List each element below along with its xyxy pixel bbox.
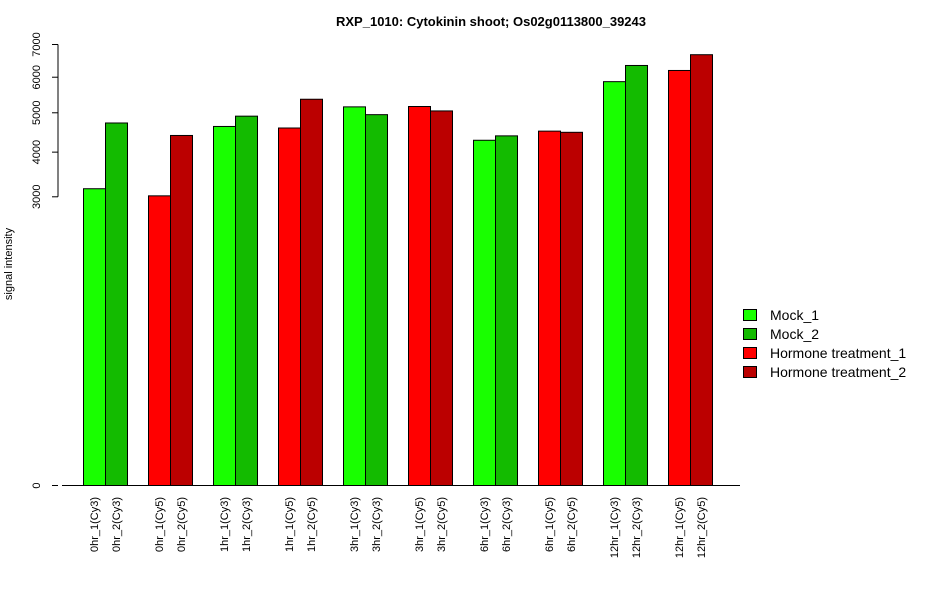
y-axis: 0 3000 4000 5000 6000 7000 xyxy=(31,32,59,489)
x-tick-label: 1hr_1(Cy5) xyxy=(284,497,296,552)
legend-label: Mock_1 xyxy=(770,307,819,323)
bar xyxy=(430,110,453,487)
legend-swatch xyxy=(743,309,757,321)
x-tick-label: 12hr_1(Cy5) xyxy=(674,497,686,558)
x-tick-label: 6hr_2(Cy5) xyxy=(566,497,578,552)
legend-swatch xyxy=(743,347,757,359)
y-tick-label: 7000 xyxy=(31,32,43,56)
x-tick-label: 0hr_2(Cy5) xyxy=(176,497,188,552)
legend-label: Hormone treatment_1 xyxy=(770,345,906,361)
bar xyxy=(625,64,648,486)
bar xyxy=(495,135,518,486)
legend-swatch xyxy=(743,328,757,340)
y-tick-label: 5000 xyxy=(31,101,43,125)
legend-label: Mock_2 xyxy=(770,326,819,342)
x-tick-label: 12hr_2(Cy3) xyxy=(631,497,643,558)
x-tick-label: 0hr_2(Cy3) xyxy=(111,497,123,552)
bars xyxy=(83,54,713,487)
x-tick-label: 3hr_2(Cy5) xyxy=(436,497,448,552)
bar xyxy=(83,188,106,487)
x-tick-label: 1hr_2(Cy3) xyxy=(241,497,253,552)
x-tick-label: 6hr_2(Cy3) xyxy=(501,497,513,552)
bar xyxy=(235,115,258,487)
x-tick-label: 3hr_1(Cy5) xyxy=(414,497,426,552)
x-tick-label: 0hr_1(Cy3) xyxy=(89,497,101,552)
x-tick-label: 6hr_1(Cy3) xyxy=(479,497,491,552)
bar xyxy=(538,130,561,486)
bar xyxy=(105,122,128,487)
x-tick-label: 6hr_1(Cy5) xyxy=(544,497,556,552)
legend: Mock_1 Mock_2 Hormone treatment_1 Hormone t… xyxy=(743,307,906,380)
bar xyxy=(668,69,691,487)
bar xyxy=(560,131,583,487)
legend-label: Hormone treatment_2 xyxy=(770,364,906,380)
bar xyxy=(473,139,496,486)
x-tick-label: 3hr_1(Cy3) xyxy=(349,497,361,552)
legend-swatch xyxy=(743,366,757,378)
bar xyxy=(603,81,626,486)
y-tick-label: 6000 xyxy=(31,65,43,89)
x-tick-label: 1hr_2(Cy5) xyxy=(306,497,318,552)
x-tick-label: 12hr_1(Cy3) xyxy=(609,497,621,558)
chart-title: RXP_1010: Cytokinin shoot; Os02g0113800_… xyxy=(336,14,646,29)
y-axis-label: signal intensity xyxy=(3,227,15,300)
x-tick-label: 0hr_1(Cy5) xyxy=(154,497,166,552)
bar xyxy=(408,106,431,486)
y-tick-label: 3000 xyxy=(31,185,43,209)
bar xyxy=(148,195,171,487)
bar xyxy=(170,134,193,486)
y-tick-label: 0 xyxy=(31,482,43,488)
x-tick-label: 12hr_2(Cy5) xyxy=(696,497,708,558)
bar xyxy=(343,106,366,487)
bar xyxy=(300,98,323,487)
bar xyxy=(278,127,301,486)
x-tick-label: 1hr_1(Cy3) xyxy=(219,497,231,552)
x-tick-label: 3hr_2(Cy3) xyxy=(371,497,383,552)
bar xyxy=(213,125,236,487)
y-tick-label: 4000 xyxy=(31,140,43,164)
bar xyxy=(365,114,388,487)
bar xyxy=(690,54,713,487)
x-axis-tick-labels: 0hr_1(Cy3) 0hr_2(Cy3) 0hr_1(Cy5) 0hr_2(Cy5)… xyxy=(89,497,708,558)
